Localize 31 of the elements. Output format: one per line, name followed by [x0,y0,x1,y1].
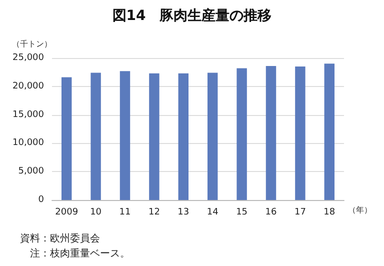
x-tick-label: 11 [119,208,131,218]
bar [61,77,72,200]
x-tick-label: 14 [206,208,219,218]
y-tick-label: 0 [38,195,44,205]
y-tick-label: 20,000 [12,81,44,92]
text: 注：枝肉重量ベース。 [20,248,130,260]
bar [266,66,276,200]
bar [90,72,101,200]
bar [120,71,130,200]
chart-title: 図14 豚肉生産量の推移 [112,7,272,24]
bar [236,68,247,200]
y-tick-label: 15,000 [12,110,44,120]
x-tick-label: 12 [148,208,160,218]
bar [207,72,218,200]
x-tick-label: 10 [90,208,102,218]
x-tick-label: 16 [265,208,277,218]
y-axis-title: （千トン） [12,40,52,48]
bar [295,66,306,200]
x-tick-label: 2009 [55,208,78,218]
x-axis-title: （年） [348,206,372,214]
bar [149,73,160,200]
x-tick-label: 15 [236,208,248,218]
x-tick-label: 13 [178,208,190,218]
bar [178,73,189,200]
y-tick-label: 25,000 [12,53,44,63]
text: 資料：欧州委員会 [20,232,100,244]
x-tick-label: 17 [294,208,306,218]
x-tick-label: 18 [324,208,336,218]
y-tick-label: 5,000 [18,166,44,177]
y-tick-label: 10,000 [12,138,44,148]
bar [324,64,335,200]
